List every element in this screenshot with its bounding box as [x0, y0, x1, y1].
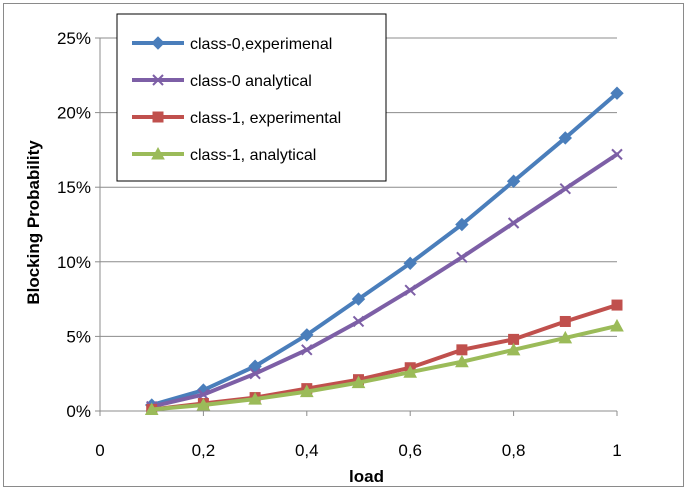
- series-4: [144, 318, 624, 416]
- data-point: [144, 402, 159, 416]
- data-point: [558, 131, 573, 145]
- data-point: [559, 315, 571, 327]
- data-point: [455, 217, 469, 232]
- legend-item: class-0,experimenal: [132, 36, 332, 53]
- x-tick-label: 1: [612, 441, 621, 460]
- series-line: [149, 303, 619, 412]
- data-point: [611, 299, 623, 311]
- tick-labels: 0% 5% 10% 15% 20% 25% 0 0,2 0,4 0,6 0,8 1: [57, 29, 622, 460]
- x-marker-stroke: [456, 251, 468, 264]
- y-tick-label: 5%: [66, 327, 91, 346]
- y-tick-label: 20%: [57, 104, 91, 123]
- x-marker-stroke: [249, 367, 261, 380]
- x-marker-stroke: [404, 284, 416, 296]
- data-point: [300, 328, 314, 342]
- data-point: [351, 375, 366, 389]
- series-line: [149, 323, 619, 412]
- x-marker-stroke: [559, 182, 572, 195]
- data-point: [352, 315, 365, 328]
- data-point: [610, 318, 624, 332]
- legend-marker: [152, 74, 164, 86]
- data-point: [456, 251, 468, 264]
- series-line: [149, 91, 619, 408]
- data-point: [404, 284, 416, 296]
- y-tick-label: 0%: [66, 402, 91, 421]
- legend-label: class-0 analytical: [190, 73, 312, 90]
- data-point: [403, 256, 417, 270]
- data-point: [299, 384, 314, 398]
- legend-marker: [151, 146, 165, 160]
- data-point: [456, 344, 468, 356]
- data-point: [559, 182, 572, 195]
- x-tick-label: 0,4: [295, 441, 319, 460]
- x-marker-stroke: [507, 217, 520, 229]
- data-point: [196, 397, 211, 411]
- legend-label: class-1, experimental: [190, 110, 341, 127]
- series: [144, 86, 624, 416]
- series-1: [144, 86, 624, 412]
- legend-label: class-1, analytical: [190, 147, 316, 164]
- legend-label: class-0,experimenal: [190, 36, 332, 53]
- legend-item: class-1, analytical: [132, 146, 316, 164]
- axes: [95, 37, 618, 416]
- y-tick-label: 10%: [57, 253, 91, 272]
- legend-item: class-0 analytical: [132, 73, 312, 90]
- data-point: [301, 344, 313, 356]
- y-tick-label: 25%: [57, 29, 91, 48]
- data-point: [197, 388, 210, 401]
- data-point: [403, 365, 418, 378]
- data-point: [507, 217, 520, 229]
- x-tick-label: 0,6: [398, 441, 422, 460]
- x-marker-stroke: [611, 148, 623, 161]
- x-tick-label: 0,2: [192, 441, 216, 460]
- legend-marker: [151, 36, 165, 50]
- data-point: [610, 86, 624, 100]
- data-point: [249, 367, 261, 380]
- x-marker-stroke: [301, 344, 313, 356]
- x-tick-label: 0,8: [502, 441, 526, 460]
- x-axis-title: load: [349, 467, 384, 486]
- data-point: [506, 342, 521, 356]
- x-marker-stroke: [352, 315, 365, 328]
- legend: class-0,experimenal class-0 analytical cla…: [116, 13, 387, 182]
- series-line: [149, 152, 619, 409]
- data-point: [248, 392, 262, 405]
- data-point: [611, 148, 623, 161]
- legend-item: class-1, experimental: [132, 110, 341, 127]
- data-point: [506, 174, 521, 188]
- data-point: [558, 330, 573, 344]
- y-axis-title: Blocking Probability: [24, 140, 43, 305]
- y-tick-label: 15%: [57, 178, 91, 197]
- data-point: [351, 292, 366, 306]
- legend-marker: [152, 111, 164, 123]
- x-tick-label: 0: [95, 441, 104, 460]
- x-marker-stroke: [197, 388, 210, 401]
- series-3: [146, 299, 623, 416]
- x-marker-stroke: [152, 74, 164, 86]
- data-point: [455, 354, 469, 368]
